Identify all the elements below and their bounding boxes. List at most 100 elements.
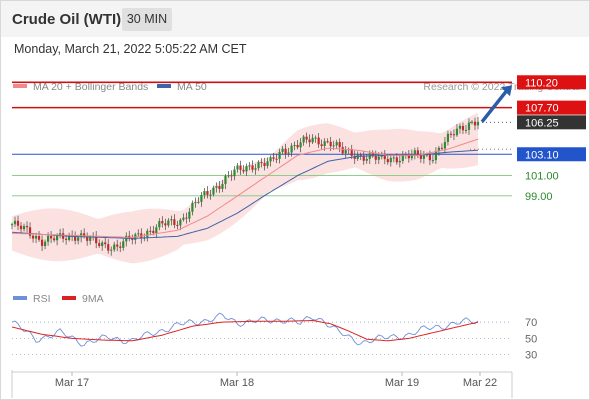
rsi-line [11, 312, 479, 347]
candle-body [179, 219, 182, 226]
candle-body [170, 219, 173, 221]
candle-body [233, 169, 236, 177]
candle-body [89, 237, 92, 241]
candle-body [356, 154, 359, 159]
candle-body [311, 137, 314, 143]
level-label: 110.20 [525, 77, 558, 89]
candle-body [209, 194, 212, 196]
x-tick-label: Mar 19 [385, 377, 419, 389]
candle-body [431, 160, 435, 162]
candle-body [338, 142, 341, 148]
candle-body [55, 234, 59, 241]
candle-body [46, 236, 50, 242]
candle-body [341, 147, 344, 154]
candle-body [16, 220, 20, 226]
candle-body [350, 149, 353, 156]
candle-body [437, 147, 441, 151]
candle-body [107, 244, 110, 251]
candle-body [22, 225, 26, 230]
candle-body [176, 224, 179, 226]
x-tick-label: Mar 22 [463, 377, 497, 389]
legend-swatch [13, 296, 27, 300]
candle-body [77, 237, 80, 241]
candle-body [182, 217, 185, 220]
candle-body [296, 144, 299, 148]
candle-body [86, 236, 89, 241]
chart-datetime: Monday, March 21, 2022 5:05:22 AM CET [14, 42, 247, 56]
candle-body [422, 155, 425, 159]
candle-body [305, 136, 308, 140]
level-label-box [517, 75, 586, 90]
candle-body [25, 225, 29, 228]
instrument-title: Crude Oil (WTI) [12, 11, 122, 28]
candle-body [227, 175, 230, 177]
candle-body [224, 175, 227, 185]
candle-body [461, 125, 465, 131]
candle-body [95, 236, 98, 244]
candle-body [164, 223, 167, 226]
candle-body [383, 153, 386, 160]
level-label: 99.00 [525, 191, 553, 203]
candle-body [236, 165, 239, 170]
bollinger-band [12, 112, 478, 264]
candle-body [410, 154, 413, 159]
candle-body [467, 122, 471, 130]
level-label: 103.10 [525, 149, 559, 161]
candle-body [49, 236, 53, 239]
candle-body [254, 168, 257, 170]
candle-body [122, 241, 125, 248]
candle-body [335, 142, 338, 146]
rsi-tick-label: 50 [525, 333, 537, 345]
candle-body [476, 122, 480, 126]
candle-body [272, 157, 275, 159]
candle-body [359, 154, 362, 156]
candle-body [188, 211, 191, 219]
candle-body [34, 235, 38, 239]
candle-body [329, 141, 332, 147]
candle-body [185, 217, 188, 219]
candle-body [452, 134, 456, 136]
candle-body [278, 151, 281, 159]
candle-body [284, 148, 287, 154]
candle-body [200, 195, 203, 202]
candle-body [104, 242, 107, 245]
candle-body [446, 133, 450, 142]
candle-body [257, 162, 260, 169]
candle-body [52, 238, 56, 241]
candle-body [146, 230, 149, 238]
candle-body [290, 145, 293, 153]
candle-body [293, 144, 296, 146]
candle-body [239, 165, 242, 170]
candle-body [155, 227, 158, 234]
candle-body [116, 244, 119, 247]
candle-body [206, 191, 209, 195]
level-label: 107.70 [525, 103, 559, 115]
level-label-box [517, 100, 586, 115]
candle-body [428, 154, 431, 161]
candle-body [40, 239, 44, 246]
candle-body [308, 139, 311, 143]
candle-body [158, 221, 161, 228]
candle-body [287, 152, 290, 154]
candle-body [197, 201, 200, 203]
candle-body [98, 243, 101, 246]
candle-body [269, 157, 272, 162]
candle-body [137, 233, 140, 235]
candle-body [377, 156, 380, 160]
candle-body [443, 141, 447, 149]
level-label-box [517, 115, 586, 130]
rsi-ma9-line [11, 319, 479, 342]
candle-body [455, 128, 459, 136]
timeframe-badge[interactable]: 30 MIN [122, 8, 172, 31]
candle-body [302, 136, 305, 143]
legend-label: RSI [33, 293, 51, 305]
candle-body [74, 236, 77, 241]
candle-body [419, 155, 422, 159]
candle-body [449, 133, 453, 135]
candle-body [173, 219, 176, 225]
rsi-tick-label: 30 [525, 350, 537, 362]
candle-body [13, 220, 17, 225]
ma20-line [11, 138, 479, 238]
candle-body [260, 162, 263, 164]
